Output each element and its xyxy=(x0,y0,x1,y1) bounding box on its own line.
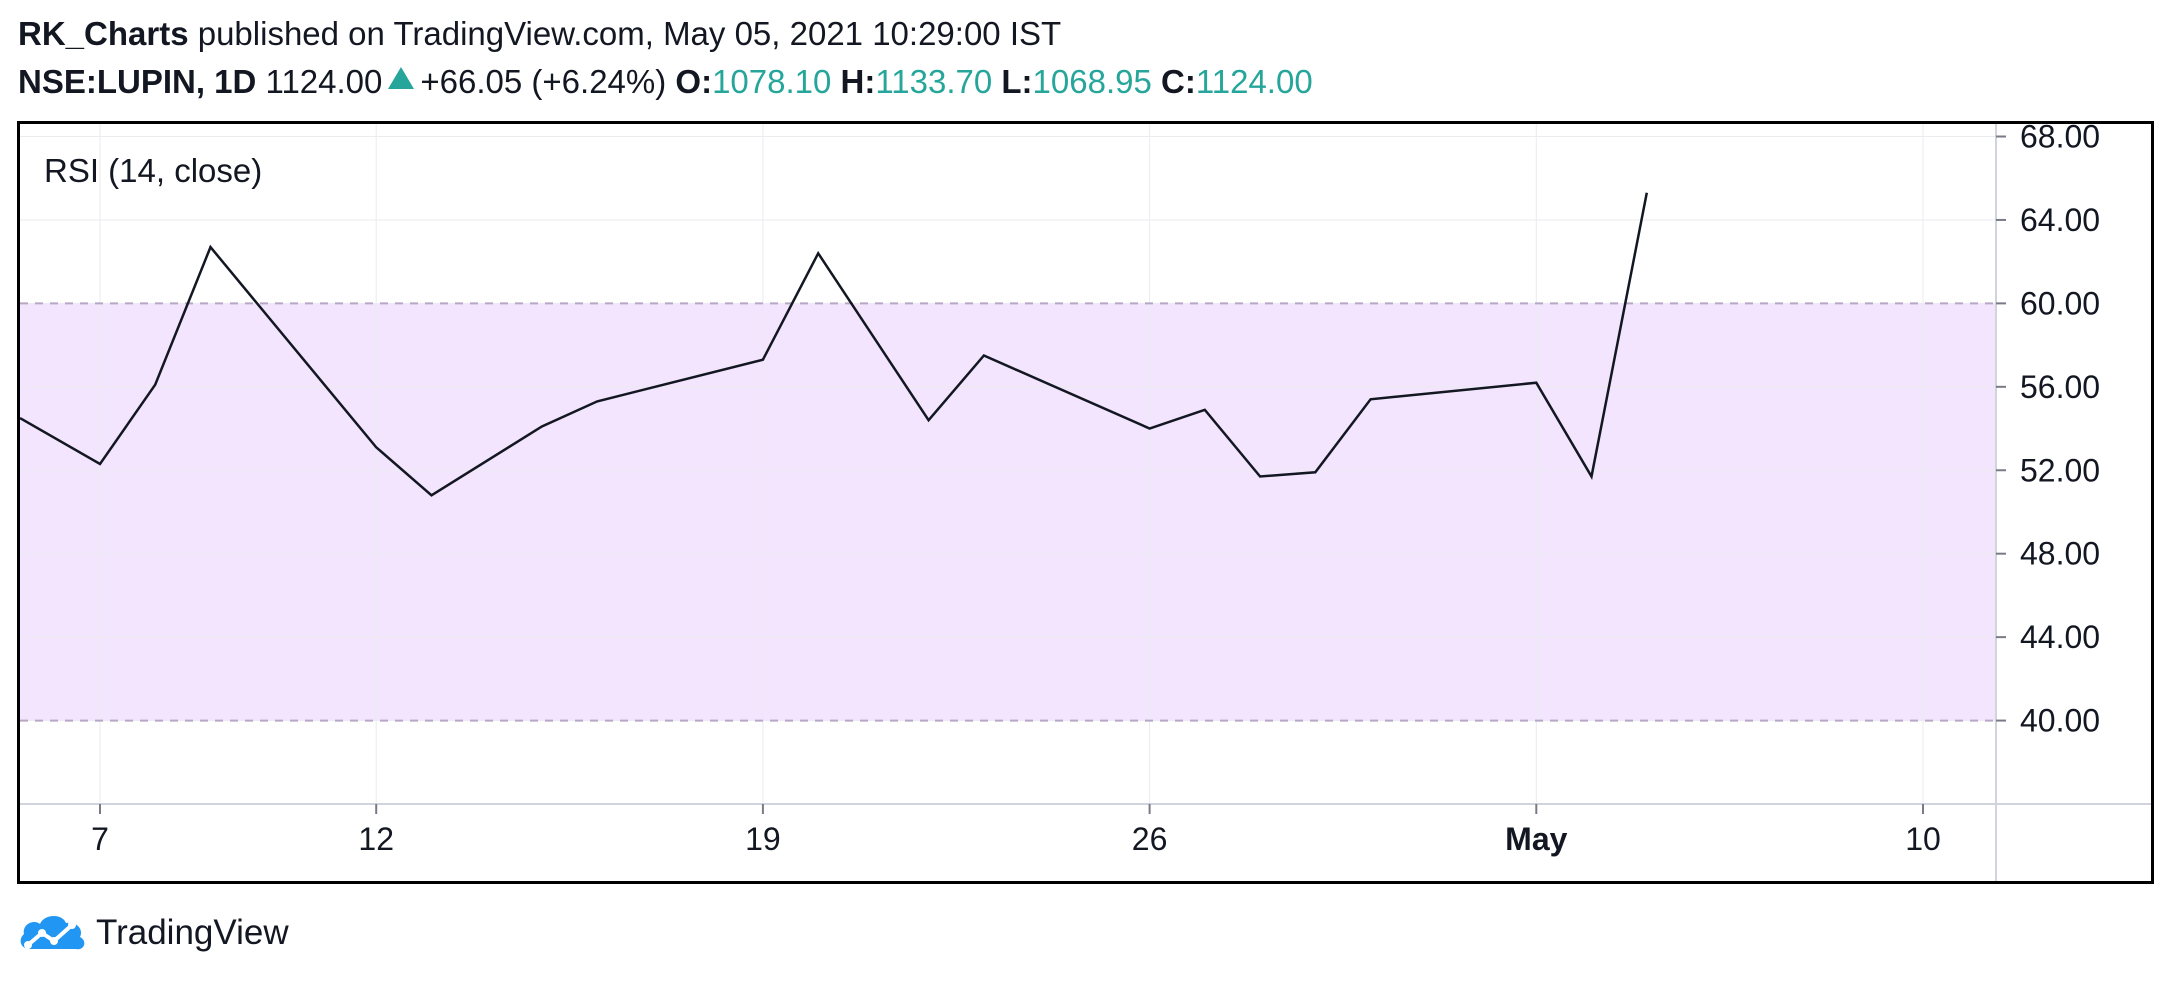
low-value: 1068.95 xyxy=(1032,63,1152,100)
chart-panel[interactable]: 40.00 44.00 48.00 52.00 56.00 60.00 64.00 68.00… xyxy=(17,121,2154,884)
symbol-label[interactable]: NSE:LUPIN, 1D xyxy=(18,63,257,100)
y-tick-label: 40.00 xyxy=(2020,703,2100,739)
open-label: O: xyxy=(675,63,713,100)
author-name[interactable]: RK_Charts xyxy=(18,15,189,52)
open-value: 1078.10 xyxy=(712,63,832,100)
y-tick-label: 68.00 xyxy=(2020,124,2100,155)
published-text: published on TradingView.com, May 05, 20… xyxy=(197,15,1062,52)
triangle-up-icon xyxy=(388,67,415,89)
y-tick-label: 64.00 xyxy=(2020,202,2100,238)
x-tick-label: 7 xyxy=(91,821,109,857)
tradingview-cloud-logo-icon xyxy=(20,915,85,950)
y-tick-label: 56.00 xyxy=(2020,369,2100,405)
rsi-line[interactable] xyxy=(20,192,1649,497)
x-tick-label: 19 xyxy=(745,821,781,857)
x-tick-label: 12 xyxy=(358,821,394,857)
last-price: 1124.00 xyxy=(265,63,383,100)
rsi-chart[interactable]: 40.00 44.00 48.00 52.00 56.00 60.00 64.00 68.00… xyxy=(20,124,2151,881)
y-tick-label: 44.00 xyxy=(2020,619,2100,655)
close-value: 1124.00 xyxy=(1195,63,1313,100)
footer-brand[interactable]: TradingView xyxy=(16,905,289,961)
x-tick-label: 10 xyxy=(1905,821,1941,857)
high-label: H: xyxy=(840,63,876,100)
y-tick-label: 48.00 xyxy=(2020,536,2100,572)
symbol-quote-line: NSE:LUPIN, 1D 1124.00 +66.05 (+6.24%) O:1… xyxy=(18,60,1313,104)
y-tick-label: 60.00 xyxy=(2020,285,2100,321)
price-change: +66.05 (+6.24%) xyxy=(420,63,667,100)
high-value: 1133.70 xyxy=(875,63,993,100)
x-tick-label: 26 xyxy=(1132,821,1168,857)
low-label: L: xyxy=(1001,63,1033,100)
rsi-band-fill xyxy=(20,303,1996,721)
publish-info: RK_Charts published on TradingView.com, … xyxy=(18,12,1061,56)
x-tick-label: May xyxy=(1505,821,1567,857)
y-tick-label: 52.00 xyxy=(2020,452,2100,488)
indicator-label[interactable]: RSI (14, close) xyxy=(44,152,262,189)
brand-name[interactable]: TradingView xyxy=(96,913,289,952)
close-label: C: xyxy=(1161,63,1196,100)
